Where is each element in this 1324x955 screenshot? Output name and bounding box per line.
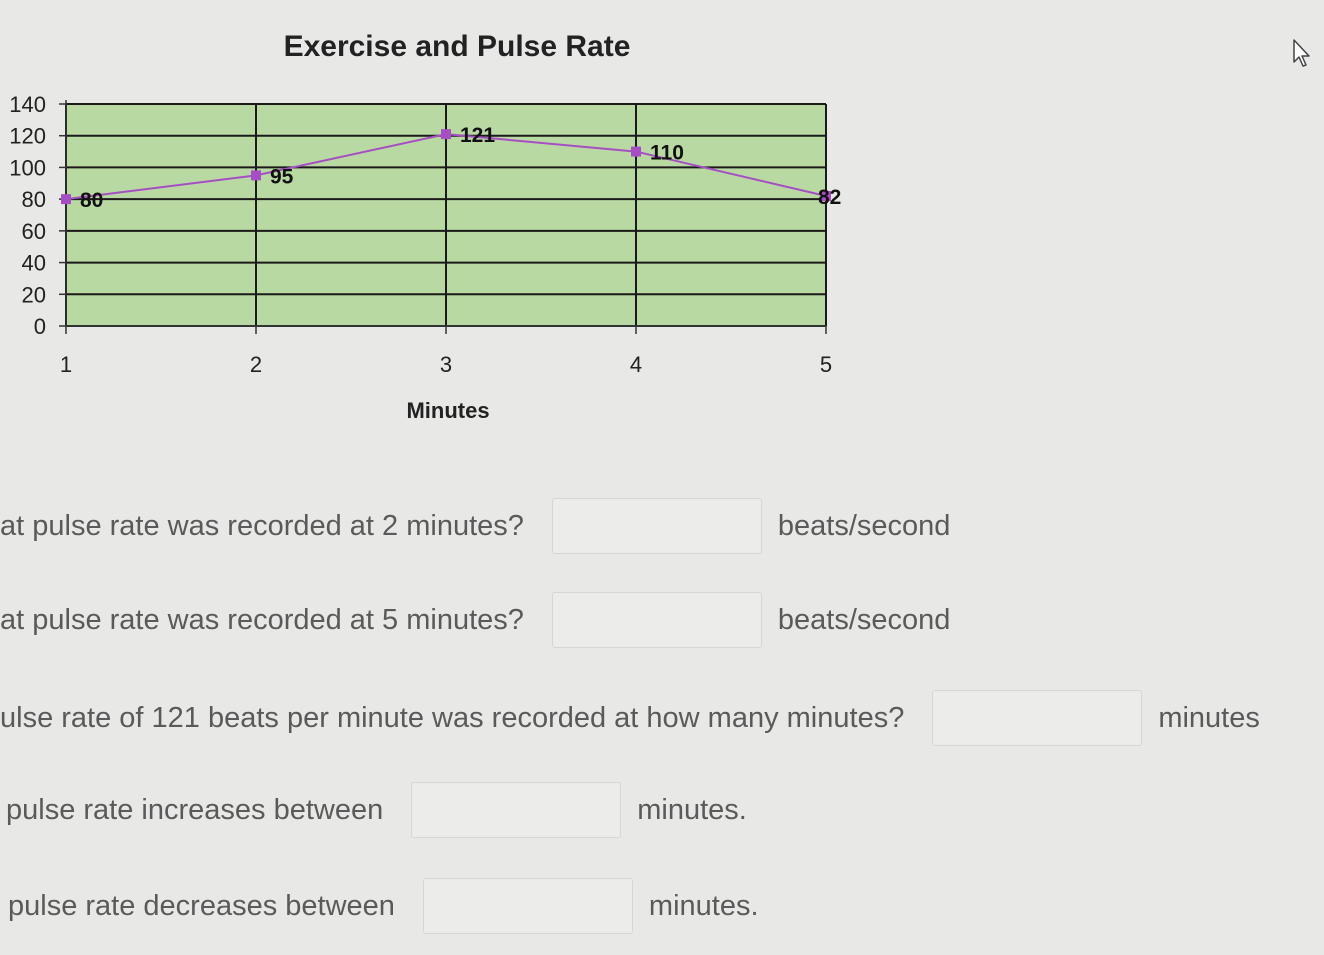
x-tick-label: 4 bbox=[630, 352, 642, 377]
answer-input-4[interactable] bbox=[411, 782, 622, 838]
data-point-marker bbox=[631, 146, 641, 157]
question-text-5: pulse rate decreases between bbox=[8, 889, 395, 922]
data-point-marker bbox=[821, 190, 831, 201]
series-group: 80 95 121 110 82 bbox=[61, 124, 841, 212]
answer-input-5[interactable] bbox=[422, 878, 633, 934]
pulse-rate-chart: Exercise and Pulse Rate 0 20 40 60 80 100 120 1… bbox=[9, 30, 841, 423]
y-tick-label: 120 bbox=[9, 124, 46, 149]
question-row-4: pulse rate increases between minutes. bbox=[6, 782, 747, 838]
data-label: 110 bbox=[650, 142, 684, 165]
data-label: 121 bbox=[460, 124, 495, 147]
x-tick-label: 2 bbox=[250, 352, 262, 377]
data-label: 95 bbox=[270, 165, 294, 188]
answer-input-2[interactable] bbox=[551, 592, 762, 648]
question-text-1: at pulse rate was recorded at 2 minutes? bbox=[0, 509, 524, 542]
question-text-4: pulse rate increases between bbox=[6, 793, 384, 826]
data-label: 82 bbox=[818, 186, 841, 209]
data-point-marker bbox=[441, 129, 451, 140]
x-tick-label: 3 bbox=[440, 352, 452, 377]
y-tick-label: 100 bbox=[9, 155, 46, 180]
x-tick-label: 1 bbox=[60, 352, 72, 377]
unit-label-2: beats/second bbox=[777, 603, 951, 636]
unit-label-5: minutes. bbox=[648, 889, 759, 922]
unit-label-4: minutes. bbox=[637, 793, 747, 826]
y-tick-label: 60 bbox=[22, 219, 46, 244]
question-row-3: ulse rate of 121 beats per minute was re… bbox=[0, 690, 1260, 746]
x-axis-title: Minutes bbox=[406, 398, 489, 423]
question-row-2: at pulse rate was recorded at 5 minutes?… bbox=[0, 592, 950, 648]
data-point-marker bbox=[251, 170, 261, 181]
y-tick-label: 40 bbox=[22, 251, 46, 276]
data-point-marker bbox=[61, 194, 71, 205]
unit-label-3: minutes bbox=[1158, 701, 1260, 734]
y-axis: 0 20 40 60 80 100 120 140 bbox=[9, 92, 67, 339]
question-text-2: at pulse rate was recorded at 5 minutes? bbox=[0, 603, 524, 636]
question-row-5: pulse rate decreases between minutes. bbox=[8, 878, 759, 934]
y-tick-label: 140 bbox=[9, 92, 46, 117]
mouse-cursor-icon bbox=[1293, 39, 1310, 67]
y-tick-label: 80 bbox=[22, 187, 46, 212]
data-label: 80 bbox=[80, 189, 103, 212]
answer-input-3[interactable] bbox=[932, 690, 1143, 746]
chart-title: Exercise and Pulse Rate bbox=[284, 30, 631, 63]
answer-input-1[interactable] bbox=[551, 498, 762, 554]
question-row-1: at pulse rate was recorded at 2 minutes?… bbox=[0, 498, 950, 554]
x-axis: 1 2 3 4 5 bbox=[60, 325, 832, 377]
y-tick-label: 20 bbox=[22, 282, 46, 307]
x-tick-label: 5 bbox=[820, 352, 832, 377]
question-text-3: ulse rate of 121 beats per minute was re… bbox=[0, 701, 905, 734]
y-tick-label: 0 bbox=[34, 314, 46, 339]
unit-label-1: beats/second bbox=[777, 509, 951, 542]
